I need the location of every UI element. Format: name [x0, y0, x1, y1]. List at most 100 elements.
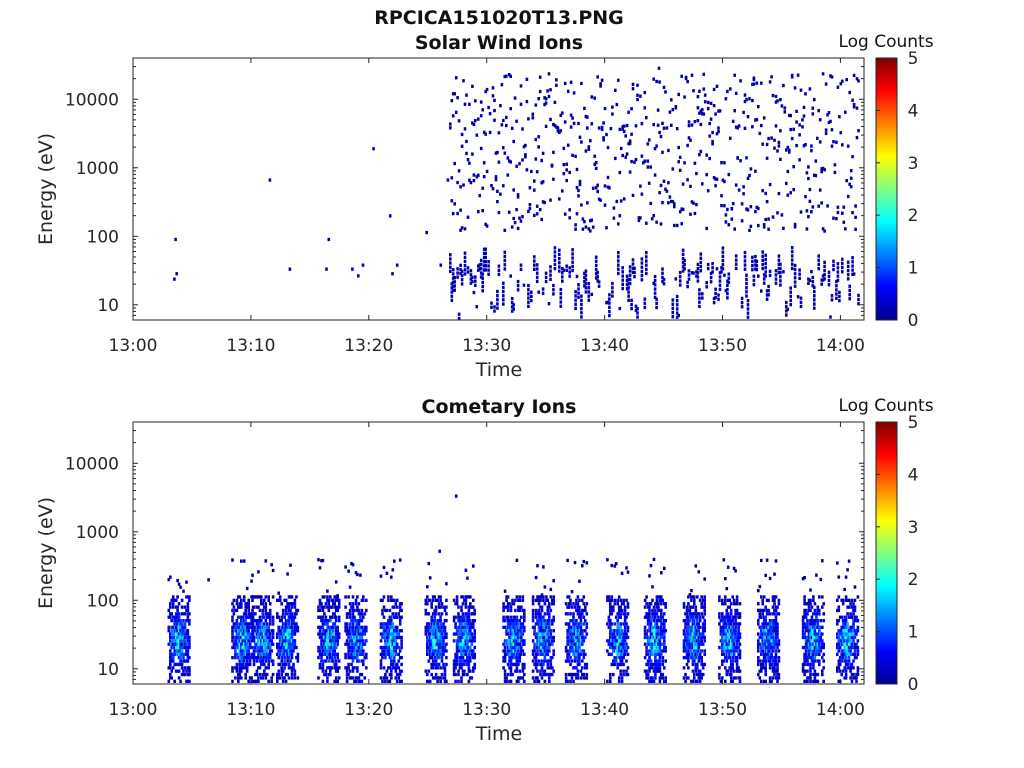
heatmap-cell: [503, 676, 507, 680]
heatmap-cell: [268, 656, 272, 660]
heatmap-cell: [502, 285, 505, 290]
heatmap-cell: [761, 254, 764, 258]
heatmap-cell: [535, 271, 539, 275]
heatmap-cell: [617, 251, 620, 255]
heatmap-cell: [255, 649, 259, 653]
heatmap-cell: [169, 676, 172, 680]
heatmap-cell: [251, 608, 254, 613]
heatmap-cell: [173, 632, 176, 636]
heatmap-cell: [582, 672, 586, 677]
heatmap-cell: [724, 619, 727, 623]
heatmap-cell: [691, 645, 695, 650]
heatmap-cell: [466, 649, 469, 653]
heatmap-cell: [652, 662, 656, 667]
heatmap-cell: [694, 649, 698, 653]
heatmap-cell: [698, 619, 702, 623]
heatmap-cell: [668, 110, 672, 114]
heatmap-cell: [686, 178, 689, 182]
heatmap-cell: [463, 102, 467, 106]
heatmap-cell: [231, 645, 234, 650]
heatmap-cell: [185, 635, 188, 640]
heatmap-cell: [543, 672, 547, 677]
heatmap-cell: [277, 642, 280, 646]
heatmap-cell: [691, 629, 695, 633]
heatmap-cell: [424, 608, 428, 613]
heatmap-cell: [762, 277, 766, 281]
heatmap-cell: [745, 277, 748, 282]
heatmap-cell: [539, 598, 542, 602]
heatmap-cell: [688, 605, 692, 609]
heatmap-cell: [255, 635, 259, 640]
heatmap-cell: [509, 274, 512, 278]
heatmap-cell: [261, 629, 265, 633]
heatmap-cell: [473, 666, 476, 670]
heatmap-cell: [179, 619, 182, 623]
heatmap-cell: [552, 177, 555, 181]
heatmap-cell: [548, 642, 551, 646]
heatmap-cell: [452, 639, 456, 643]
heatmap-cell: [327, 632, 331, 636]
heatmap-cell: [577, 188, 580, 193]
heatmap-cell: [260, 602, 263, 606]
heatmap-cell: [703, 598, 706, 602]
heatmap-cell: [284, 679, 288, 683]
heatmap-cell: [694, 612, 698, 616]
heatmap-cell: [390, 662, 393, 667]
heatmap-cell: [621, 127, 624, 131]
heatmap-cell: [617, 263, 620, 267]
heatmap-cell: [248, 612, 252, 616]
heatmap-cell: [663, 566, 666, 570]
heatmap-cell: [515, 119, 518, 123]
heatmap-cell: [458, 642, 462, 646]
heatmap-cell: [584, 114, 588, 119]
heatmap-cell: [502, 666, 505, 670]
heatmap-cell: [334, 679, 338, 683]
heatmap-cell: [320, 659, 323, 663]
heatmap-cell: [613, 659, 617, 663]
heatmap-cell: [549, 608, 553, 613]
heatmap-cell: [649, 642, 653, 646]
heatmap-cell: [577, 291, 580, 295]
heatmap-cell: [726, 656, 730, 660]
x-tick-label: 13:40: [580, 336, 629, 356]
heatmap-cell: [436, 649, 439, 653]
heatmap-cell: [502, 642, 505, 646]
heatmap-cell: [813, 97, 816, 102]
heatmap-cell: [536, 676, 539, 680]
heatmap-cell: [782, 226, 785, 230]
heatmap-cell: [258, 632, 262, 636]
heatmap-cell: [296, 659, 300, 663]
heatmap-cell: [527, 304, 530, 308]
heatmap-cell: [186, 608, 190, 613]
heatmap-cell: [823, 273, 826, 277]
heatmap-cell: [693, 619, 696, 623]
heatmap-cell: [681, 265, 685, 269]
heatmap-cell: [464, 649, 468, 653]
heatmap-cell: [655, 625, 659, 629]
heatmap-cell: [467, 605, 471, 609]
heatmap-cell: [615, 102, 619, 107]
heatmap-cell: [330, 598, 334, 602]
heatmap-cell: [461, 612, 465, 616]
heatmap-cell: [293, 622, 297, 626]
heatmap-cell: [362, 659, 365, 663]
heatmap-cell: [527, 117, 530, 121]
heatmap-cell: [235, 598, 239, 602]
heatmap-cell: [611, 290, 614, 294]
heatmap-cell: [443, 635, 447, 640]
heatmap-cell: [463, 127, 467, 131]
heatmap-cell: [242, 619, 246, 623]
heatmap-cell: [724, 615, 727, 619]
heatmap-cell: [799, 296, 803, 300]
heatmap-cell: [728, 615, 731, 619]
heatmap-cell: [330, 639, 334, 643]
heatmap-cell: [235, 642, 239, 646]
heatmap-cell: [467, 619, 471, 623]
heatmap-cell: [658, 629, 662, 633]
heatmap-cell: [280, 629, 283, 633]
heatmap-cell: [267, 629, 270, 633]
heatmap-cell: [517, 629, 520, 633]
heatmap-cell: [337, 676, 341, 680]
heatmap-cell: [511, 598, 514, 602]
heatmap-cell: [318, 632, 322, 636]
